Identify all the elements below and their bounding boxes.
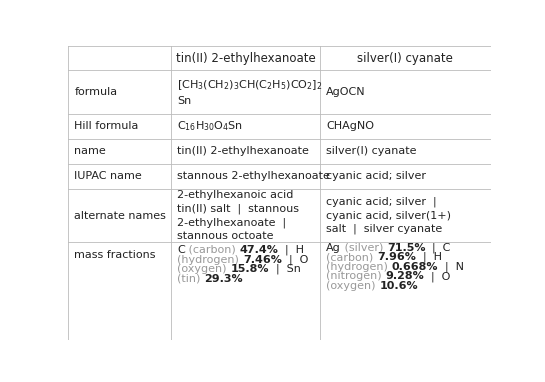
Text: |  C: | C (425, 242, 451, 253)
Text: C$_{16}$H$_{30}$O$_4$Sn: C$_{16}$H$_{30}$O$_4$Sn (178, 120, 244, 133)
Text: C: C (178, 245, 185, 255)
Text: silver(I) cyanate: silver(I) cyanate (326, 146, 417, 156)
Text: 2-ethylhexanoic acid
tin(II) salt  |  stannous
2-ethylhexanoate  |
stannous octo: 2-ethylhexanoic acid tin(II) salt | stan… (178, 190, 299, 241)
Text: |  H: | H (278, 244, 304, 255)
Text: tin(II) 2-ethylhexanoate: tin(II) 2-ethylhexanoate (175, 52, 316, 65)
Text: AgOCN: AgOCN (326, 87, 366, 97)
Text: |  O: | O (282, 254, 308, 265)
Text: Ag: Ag (326, 243, 341, 253)
Text: 47.4%: 47.4% (239, 245, 278, 255)
Text: tin(II) 2-ethylhexanoate: tin(II) 2-ethylhexanoate (178, 146, 309, 156)
Text: (oxygen): (oxygen) (326, 281, 379, 291)
Text: 0.668%: 0.668% (391, 262, 438, 272)
Text: (nitrogen): (nitrogen) (326, 272, 385, 282)
Text: |  Sn: | Sn (269, 264, 301, 274)
Text: (hydrogen): (hydrogen) (326, 262, 391, 272)
Text: (oxygen): (oxygen) (178, 264, 231, 274)
Text: (carbon): (carbon) (185, 245, 239, 255)
Text: name: name (74, 146, 106, 156)
Text: formula: formula (74, 87, 118, 97)
Text: 7.46%: 7.46% (243, 254, 282, 264)
Text: 10.6%: 10.6% (379, 281, 418, 291)
Text: stannous 2-ethylhexanoate: stannous 2-ethylhexanoate (178, 172, 330, 181)
Text: 9.28%: 9.28% (385, 272, 424, 282)
Text: |  H: | H (416, 252, 442, 262)
Text: (silver): (silver) (341, 243, 387, 253)
Text: alternate names: alternate names (74, 210, 166, 221)
Text: [CH$_3$(CH$_2$)$_3$CH(C$_2$H$_5$)CO$_2$]$_2$
Sn: [CH$_3$(CH$_2$)$_3$CH(C$_2$H$_5$)CO$_2$]… (178, 79, 323, 105)
Text: |  O: | O (424, 271, 451, 282)
Text: cyanic acid; silver: cyanic acid; silver (326, 172, 426, 181)
Text: IUPAC name: IUPAC name (74, 172, 142, 181)
Text: mass fractions: mass fractions (74, 250, 156, 260)
Text: (hydrogen): (hydrogen) (178, 254, 243, 264)
Text: cyanic acid; silver  |
cyanic acid, silver(1+)
salt  |  silver cyanate: cyanic acid; silver | cyanic acid, silve… (326, 197, 451, 234)
Text: (carbon): (carbon) (326, 252, 377, 262)
Text: 15.8%: 15.8% (231, 264, 269, 274)
Text: (tin): (tin) (178, 274, 204, 284)
Text: silver(I) cyanate: silver(I) cyanate (358, 52, 453, 65)
Text: CHAgNO: CHAgNO (326, 121, 374, 131)
Text: 71.5%: 71.5% (387, 243, 425, 253)
Text: 29.3%: 29.3% (204, 274, 243, 284)
Text: |  N: | N (438, 262, 464, 272)
Text: 7.96%: 7.96% (377, 252, 416, 262)
Text: Hill formula: Hill formula (74, 121, 138, 131)
